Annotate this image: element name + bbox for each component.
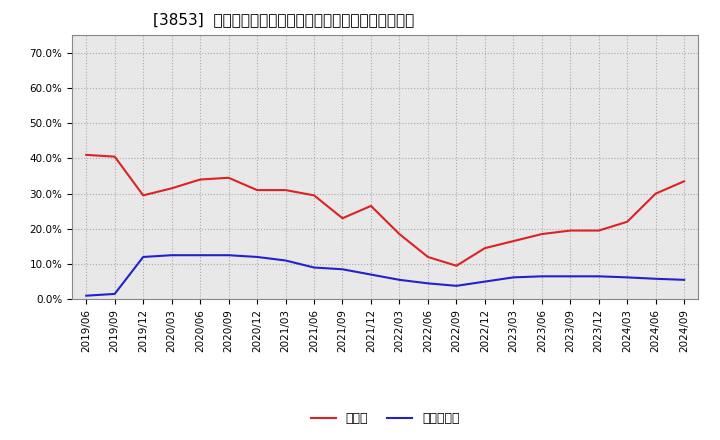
有利子負債 [652, 276, 660, 282]
有利子負債 [395, 277, 404, 282]
有利子負債 [595, 274, 603, 279]
有利子負債 [680, 277, 688, 282]
現領金 [480, 246, 489, 251]
現領金 [566, 228, 575, 233]
Line: 現領金: 現領金 [86, 155, 684, 266]
現領金 [110, 154, 119, 159]
現領金 [338, 216, 347, 221]
現領金 [595, 228, 603, 233]
現領金 [82, 152, 91, 158]
現領金 [310, 193, 318, 198]
現領金 [652, 191, 660, 196]
Line: 有利子負債: 有利子負債 [86, 255, 684, 296]
有利子負債 [310, 265, 318, 270]
有利子負債 [480, 279, 489, 284]
有利子負債 [167, 253, 176, 258]
現領金 [167, 186, 176, 191]
有利子負債 [225, 253, 233, 258]
有利子負債 [196, 253, 204, 258]
有利子負債 [139, 254, 148, 260]
有利子負債 [566, 274, 575, 279]
現領金 [537, 231, 546, 237]
有利子負債 [282, 258, 290, 263]
有利子負債 [253, 254, 261, 260]
有利子負債 [623, 275, 631, 280]
有利子負債 [509, 275, 518, 280]
有利子負債 [366, 272, 375, 277]
現領金 [139, 193, 148, 198]
有利子負債 [338, 267, 347, 272]
現領金 [395, 231, 404, 237]
現領金 [225, 175, 233, 180]
有利子負債 [110, 291, 119, 297]
有利子負債 [423, 281, 432, 286]
現領金 [623, 219, 631, 224]
現領金 [282, 187, 290, 193]
現領金 [509, 238, 518, 244]
Text: [3853]  現領金、有利子負債の総資産に対する比率の推移: [3853] 現領金、有利子負債の総資産に対する比率の推移 [153, 12, 415, 27]
有利子負債 [452, 283, 461, 289]
現領金 [253, 187, 261, 193]
現領金 [366, 203, 375, 209]
現領金 [680, 179, 688, 184]
Legend: 現領金, 有利子負債: 現領金, 有利子負債 [306, 407, 464, 430]
現領金 [196, 177, 204, 182]
現領金 [423, 254, 432, 260]
有利子負債 [82, 293, 91, 298]
現領金 [452, 263, 461, 268]
有利子負債 [537, 274, 546, 279]
